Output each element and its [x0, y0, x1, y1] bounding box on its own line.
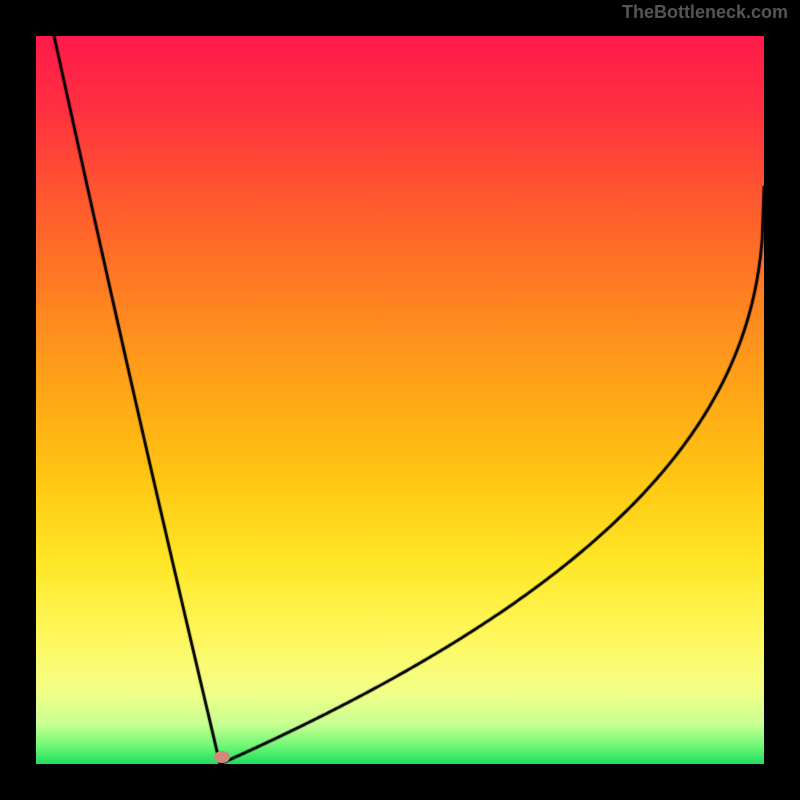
vertex-marker: [214, 751, 230, 763]
chart-container: TheBottleneck.com: [0, 0, 800, 800]
watermark-text: TheBottleneck.com: [622, 2, 788, 23]
bottleneck-curve: [0, 0, 800, 800]
